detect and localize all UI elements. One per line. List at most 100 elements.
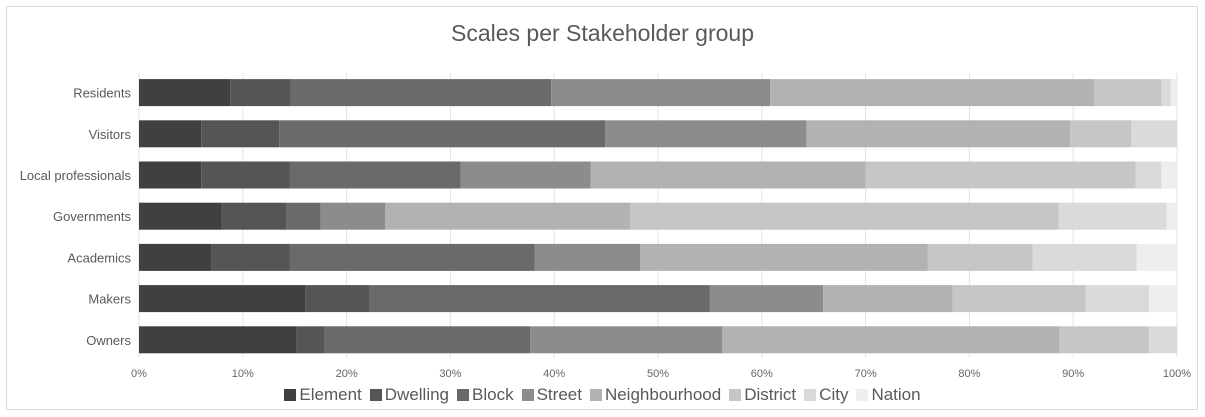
legend-label: City <box>819 385 849 404</box>
chart-frame <box>6 6 1198 410</box>
legend-swatch <box>457 389 470 401</box>
bar-segment <box>590 161 866 189</box>
category-label: Academics <box>67 250 131 265</box>
legend-swatch <box>284 389 297 401</box>
legend-item: Nation <box>856 385 921 405</box>
legend-item: Element <box>284 385 362 405</box>
bar-segment <box>460 161 591 189</box>
category-labels: Residents Visitors Local professionals Gove… <box>20 86 132 348</box>
bars <box>139 79 1177 354</box>
legend-item: Block <box>457 385 514 405</box>
category-label: Makers <box>88 292 131 307</box>
bar-segment <box>709 285 824 313</box>
bar-segment <box>1136 243 1177 271</box>
x-tick-label: 0% <box>131 368 147 380</box>
x-tick-label: 30% <box>439 368 461 380</box>
x-tick-label: 60% <box>751 368 773 380</box>
bar-segment <box>1085 285 1149 313</box>
bar-segment <box>1161 79 1171 107</box>
bar-segment <box>211 243 290 271</box>
bar-segment <box>305 285 370 313</box>
bar-segment <box>324 326 531 354</box>
bar-segment <box>640 243 928 271</box>
bar-segment <box>770 79 1094 107</box>
bar-segment <box>139 326 297 354</box>
bar-segment <box>289 243 535 271</box>
bar-segment <box>823 285 953 313</box>
legend-label: Street <box>536 385 582 404</box>
x-tick-label: 80% <box>958 368 980 380</box>
legend-item: Street <box>521 385 582 405</box>
bar-segment <box>201 161 290 189</box>
bar-segment <box>1070 120 1132 148</box>
legend-label: Nation <box>871 385 921 404</box>
bar-segment <box>722 326 1060 354</box>
bar-segment <box>139 79 231 107</box>
bar-segment <box>1161 161 1177 189</box>
bar-segment <box>286 202 321 230</box>
x-tick-label: 50% <box>647 368 669 380</box>
bar-segment <box>320 202 386 230</box>
x-tick-label: 20% <box>336 368 358 380</box>
bar-segment <box>289 161 461 189</box>
bar-segment <box>385 202 630 230</box>
bar-segment <box>139 285 306 313</box>
bar-segment <box>1170 79 1177 107</box>
bar-segment <box>296 326 325 354</box>
bar-segment <box>534 243 641 271</box>
bar-segment <box>1148 285 1177 313</box>
x-tick-label: 100% <box>1163 368 1191 380</box>
legend-item: District <box>729 385 796 405</box>
x-tick-labels: 0% 10% 20% 30% 40% 50% 60% 70% 80% 90% 100% <box>131 368 1191 380</box>
chart-title: Scales per Stakeholder group <box>450 20 755 46</box>
bar-segment <box>1166 202 1177 230</box>
category-label: Local professionals <box>20 168 132 183</box>
legend-swatch <box>729 389 742 401</box>
x-tick-label: 70% <box>855 368 877 380</box>
legend-label: Element <box>299 385 362 404</box>
bar-segment <box>1148 326 1177 354</box>
x-tick-label: 90% <box>1062 368 1084 380</box>
x-tick-label: 40% <box>543 368 565 380</box>
bar-segment <box>369 285 710 313</box>
category-label: Visitors <box>89 127 132 142</box>
bar-segment <box>139 120 202 148</box>
legend-item: City <box>804 385 848 405</box>
bar-segment <box>221 202 287 230</box>
bar-segment <box>1032 243 1137 271</box>
legend-swatch <box>856 389 869 401</box>
legend: Element Dwelling Block Street Neighbourhood D… <box>0 385 1205 405</box>
category-label: Residents <box>73 86 131 101</box>
x-tick-label: 10% <box>232 368 254 380</box>
bar-segment <box>1093 79 1162 107</box>
bar-segment <box>279 120 606 148</box>
bar-segment <box>201 120 280 148</box>
bar-segment <box>230 79 291 107</box>
bar-segment <box>1059 326 1149 354</box>
bar-segment <box>139 243 212 271</box>
legend-item: Dwelling <box>369 385 450 405</box>
bar-segment <box>290 79 552 107</box>
legend-swatch <box>521 389 534 401</box>
bar-segment <box>1131 120 1177 148</box>
bar-segment <box>927 243 1033 271</box>
bar-segment <box>865 161 1136 189</box>
category-label: Governments <box>53 209 132 224</box>
bar-segment <box>952 285 1086 313</box>
bar-segment <box>139 161 202 189</box>
bar-segment <box>530 326 723 354</box>
legend-label: Dwelling <box>384 385 450 404</box>
legend-swatch <box>369 389 382 401</box>
bar-segment <box>551 79 771 107</box>
legend-swatch <box>804 389 817 401</box>
legend-swatch <box>589 389 602 401</box>
bar-segment <box>605 120 807 148</box>
bar-segment <box>629 202 1059 230</box>
legend-label: Block <box>472 385 514 404</box>
bar-segment <box>806 120 1071 148</box>
bar-segment <box>1058 202 1167 230</box>
legend-item: Neighbourhood <box>589 385 722 405</box>
bar-segment <box>1135 161 1162 189</box>
legend-label: Neighbourhood <box>604 385 722 404</box>
